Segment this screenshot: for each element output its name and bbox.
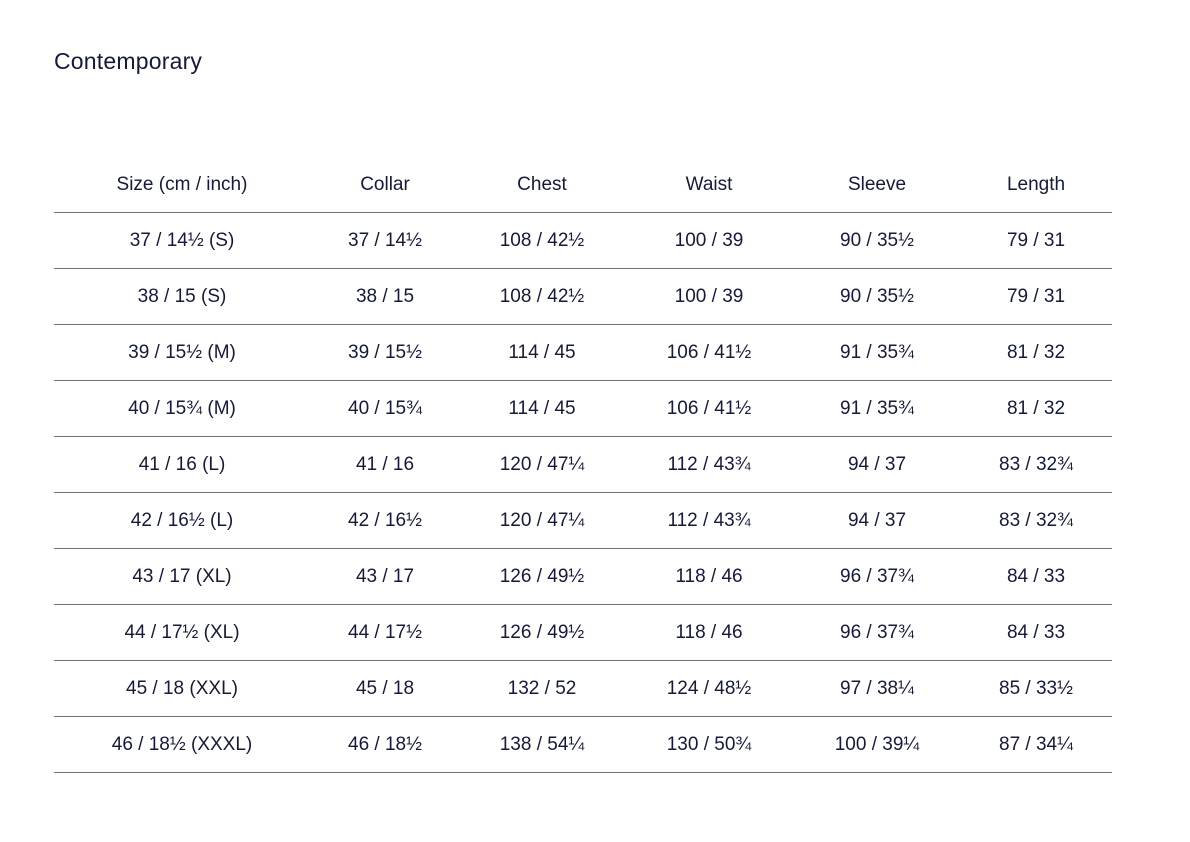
cell-sleeve: 96 / 37¾ xyxy=(794,548,960,605)
cell-chest: 108 / 42½ xyxy=(460,212,624,269)
cell-chest: 120 / 47¼ xyxy=(460,492,624,549)
table-row: 45 / 18 (XXL) 45 / 18 132 / 52 124 / 48½… xyxy=(54,660,1112,717)
cell-waist: 118 / 46 xyxy=(624,604,794,661)
cell-collar: 43 / 17 xyxy=(310,548,460,605)
size-chart-table: Size (cm / inch) Collar Chest Waist Slee… xyxy=(54,157,1112,773)
cell-sleeve: 90 / 35½ xyxy=(794,212,960,269)
cell-length: 83 / 32¾ xyxy=(960,436,1112,493)
cell-sleeve: 100 / 39¼ xyxy=(794,716,960,773)
cell-collar: 42 / 16½ xyxy=(310,492,460,549)
cell-waist: 106 / 41½ xyxy=(624,324,794,381)
table-row: 41 / 16 (L) 41 / 16 120 / 47¼ 112 / 43¾ … xyxy=(54,436,1112,493)
cell-size: 37 / 14½ (S) xyxy=(54,212,310,269)
cell-chest: 126 / 49½ xyxy=(460,548,624,605)
cell-size: 46 / 18½ (XXXL) xyxy=(54,716,310,773)
table-header-row: Size (cm / inch) Collar Chest Waist Slee… xyxy=(54,157,1112,213)
table-row: 42 / 16½ (L) 42 / 16½ 120 / 47¼ 112 / 43… xyxy=(54,492,1112,549)
cell-length: 85 / 33½ xyxy=(960,660,1112,717)
page-title: Contemporary xyxy=(54,48,203,74)
column-header-waist: Waist xyxy=(624,157,794,213)
cell-size: 42 / 16½ (L) xyxy=(54,492,310,549)
cell-length: 84 / 33 xyxy=(960,604,1112,661)
cell-size: 40 / 15¾ (M) xyxy=(54,380,310,437)
cell-collar: 37 / 14½ xyxy=(310,212,460,269)
table-row: 37 / 14½ (S) 37 / 14½ 108 / 42½ 100 / 39… xyxy=(54,212,1112,269)
cell-waist: 112 / 43¾ xyxy=(624,436,794,493)
cell-length: 87 / 34¼ xyxy=(960,716,1112,773)
cell-length: 84 / 33 xyxy=(960,548,1112,605)
cell-size: 45 / 18 (XXL) xyxy=(54,660,310,717)
cell-waist: 112 / 43¾ xyxy=(624,492,794,549)
cell-sleeve: 94 / 37 xyxy=(794,492,960,549)
table-row: 40 / 15¾ (M) 40 / 15¾ 114 / 45 106 / 41½… xyxy=(54,380,1112,437)
cell-sleeve: 96 / 37¾ xyxy=(794,604,960,661)
cell-chest: 120 / 47¼ xyxy=(460,436,624,493)
cell-waist: 130 / 50¾ xyxy=(624,716,794,773)
cell-collar: 41 / 16 xyxy=(310,436,460,493)
table-row: 43 / 17 (XL) 43 / 17 126 / 49½ 118 / 46 … xyxy=(54,548,1112,605)
cell-waist: 118 / 46 xyxy=(624,548,794,605)
cell-size: 39 / 15½ (M) xyxy=(54,324,310,381)
cell-size: 38 / 15 (S) xyxy=(54,268,310,325)
cell-length: 79 / 31 xyxy=(960,212,1112,269)
cell-chest: 114 / 45 xyxy=(460,324,624,381)
column-header-collar: Collar xyxy=(310,157,460,213)
cell-sleeve: 97 / 38¼ xyxy=(794,660,960,717)
cell-chest: 132 / 52 xyxy=(460,660,624,717)
cell-collar: 46 / 18½ xyxy=(310,716,460,773)
table-row: 39 / 15½ (M) 39 / 15½ 114 / 45 106 / 41½… xyxy=(54,324,1112,381)
column-header-size: Size (cm / inch) xyxy=(54,157,310,213)
cell-waist: 100 / 39 xyxy=(624,212,794,269)
cell-chest: 114 / 45 xyxy=(460,380,624,437)
cell-length: 81 / 32 xyxy=(960,380,1112,437)
column-header-length: Length xyxy=(960,157,1112,213)
cell-waist: 124 / 48½ xyxy=(624,660,794,717)
table-row: 46 / 18½ (XXXL) 46 / 18½ 138 / 54¼ 130 /… xyxy=(54,716,1112,773)
cell-size: 44 / 17½ (XL) xyxy=(54,604,310,661)
cell-collar: 44 / 17½ xyxy=(310,604,460,661)
table-row: 38 / 15 (S) 38 / 15 108 / 42½ 100 / 39 9… xyxy=(54,268,1112,325)
cell-chest: 138 / 54¼ xyxy=(460,716,624,773)
cell-collar: 39 / 15½ xyxy=(310,324,460,381)
cell-collar: 45 / 18 xyxy=(310,660,460,717)
cell-length: 81 / 32 xyxy=(960,324,1112,381)
column-header-chest: Chest xyxy=(460,157,624,213)
cell-waist: 100 / 39 xyxy=(624,268,794,325)
cell-collar: 40 / 15¾ xyxy=(310,380,460,437)
cell-sleeve: 91 / 35¾ xyxy=(794,380,960,437)
cell-waist: 106 / 41½ xyxy=(624,380,794,437)
cell-sleeve: 90 / 35½ xyxy=(794,268,960,325)
cell-sleeve: 94 / 37 xyxy=(794,436,960,493)
cell-length: 83 / 32¾ xyxy=(960,492,1112,549)
cell-length: 79 / 31 xyxy=(960,268,1112,325)
cell-chest: 108 / 42½ xyxy=(460,268,624,325)
cell-sleeve: 91 / 35¾ xyxy=(794,324,960,381)
cell-size: 43 / 17 (XL) xyxy=(54,548,310,605)
cell-chest: 126 / 49½ xyxy=(460,604,624,661)
table-row: 44 / 17½ (XL) 44 / 17½ 126 / 49½ 118 / 4… xyxy=(54,604,1112,661)
cell-collar: 38 / 15 xyxy=(310,268,460,325)
column-header-sleeve: Sleeve xyxy=(794,157,960,213)
cell-size: 41 / 16 (L) xyxy=(54,436,310,493)
